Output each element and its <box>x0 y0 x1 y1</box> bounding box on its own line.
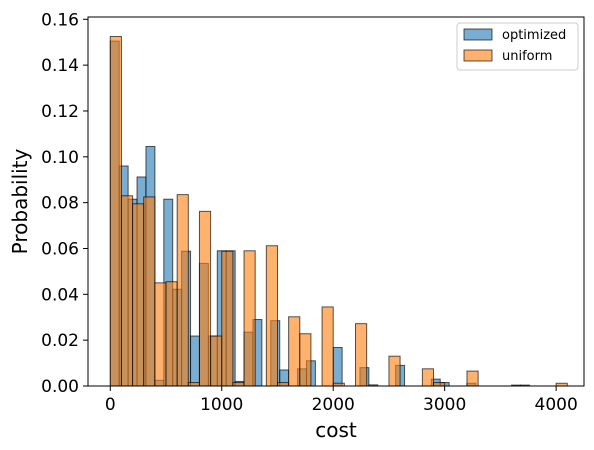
bar-uniform-15 <box>288 316 301 387</box>
y-tick-label: 0.04 <box>41 285 79 305</box>
bar-uniform-6 <box>176 194 189 387</box>
bar-uniform-5 <box>165 281 178 387</box>
bar-uniform-1 <box>120 195 134 387</box>
x-tick-label: 4000 <box>535 395 578 415</box>
legend-swatch-uniform <box>463 49 493 62</box>
bar-uniform-7 <box>187 382 200 387</box>
bar-uniform-16 <box>299 333 312 387</box>
bar-uniform-8 <box>198 210 212 387</box>
bar-uniform-20 <box>388 355 401 387</box>
y-tick-label: 0.14 <box>41 56 79 76</box>
x-tick-label: 2000 <box>312 395 355 415</box>
bar-uniform-21 <box>421 368 435 387</box>
x-tick-label: 3000 <box>423 395 466 415</box>
bar-optimized-21 <box>332 347 343 387</box>
bar-uniform-22 <box>433 382 446 387</box>
x-tick-label: 1000 <box>200 395 243 415</box>
bar-uniform-2 <box>132 203 145 387</box>
y-tick-label: 0.00 <box>41 377 79 397</box>
y-tick-label: 0.06 <box>41 239 79 259</box>
plot-frame <box>87 16 585 387</box>
bar-uniform-9 <box>210 335 223 387</box>
bar-uniform-4 <box>154 282 167 387</box>
x-axis-label: cost <box>315 418 357 442</box>
bar-uniform-13 <box>265 245 278 387</box>
bar-uniform-3 <box>143 196 156 387</box>
bar-uniform-19 <box>355 323 368 387</box>
y-tick-label: 0.08 <box>41 194 79 214</box>
legend: optimized uniform <box>456 22 579 71</box>
y-axis-label: Probability <box>8 148 32 254</box>
x-tick-label: 0 <box>105 395 116 415</box>
bar-uniform-11 <box>232 382 245 387</box>
legend-label-uniform: uniform <box>502 49 552 64</box>
bar-optimized-9 <box>190 335 200 387</box>
x-axis-ticks: 0 1000 2000 3000 4000 <box>105 386 578 415</box>
y-tick-label: 0.10 <box>41 148 79 168</box>
bar-uniform-17 <box>321 306 334 387</box>
y-axis-ticks: 0.00 0.02 0.04 0.06 0.08 0.10 0.12 0.14 0.16 <box>41 10 88 397</box>
bar-uniform-0 <box>109 35 122 387</box>
bar-uniform-10 <box>221 250 234 387</box>
legend-swatch-optimized <box>463 28 493 41</box>
bar-uniform-12 <box>243 250 256 387</box>
bars-uniform <box>109 35 568 387</box>
y-tick-label: 0.12 <box>41 102 79 122</box>
legend-label-optimized: optimized <box>502 28 566 43</box>
bar-uniform-23 <box>466 370 479 387</box>
bar-uniform-14 <box>276 382 290 387</box>
y-tick-label: 0.16 <box>41 10 79 30</box>
y-tick-label: 0.02 <box>41 331 79 351</box>
